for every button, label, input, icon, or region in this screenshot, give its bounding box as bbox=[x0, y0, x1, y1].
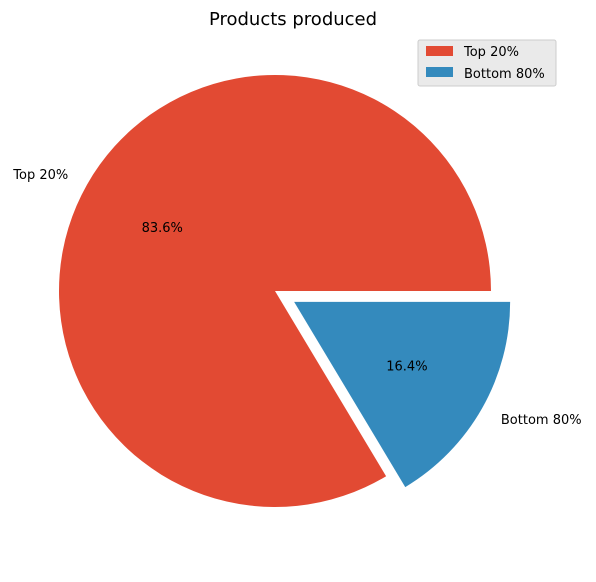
legend-label-bottom-80: Bottom 80% bbox=[464, 67, 545, 82]
pie-labels: 83.6% Top 20% 16.4% Bottom 80% bbox=[12, 168, 581, 428]
legend-swatch-top-20 bbox=[426, 46, 453, 56]
pie-slice-top-20 bbox=[58, 74, 491, 508]
legend: Top 20% Bottom 80% bbox=[417, 39, 557, 87]
legend-label-top-20: Top 20% bbox=[463, 45, 519, 60]
pie-category-label-bottom-80: Bottom 80% bbox=[501, 413, 582, 428]
legend-swatch-bottom-80 bbox=[426, 67, 453, 77]
pie-slices bbox=[58, 74, 511, 508]
pie-slice-bottom-80 bbox=[294, 301, 511, 488]
pie-category-label-top-20: Top 20% bbox=[12, 168, 68, 183]
pie-percent-label-top-20: 83.6% bbox=[142, 221, 183, 236]
pie-percent-label-bottom-80: 16.4% bbox=[386, 360, 427, 375]
chart-title: Products produced bbox=[209, 9, 377, 30]
